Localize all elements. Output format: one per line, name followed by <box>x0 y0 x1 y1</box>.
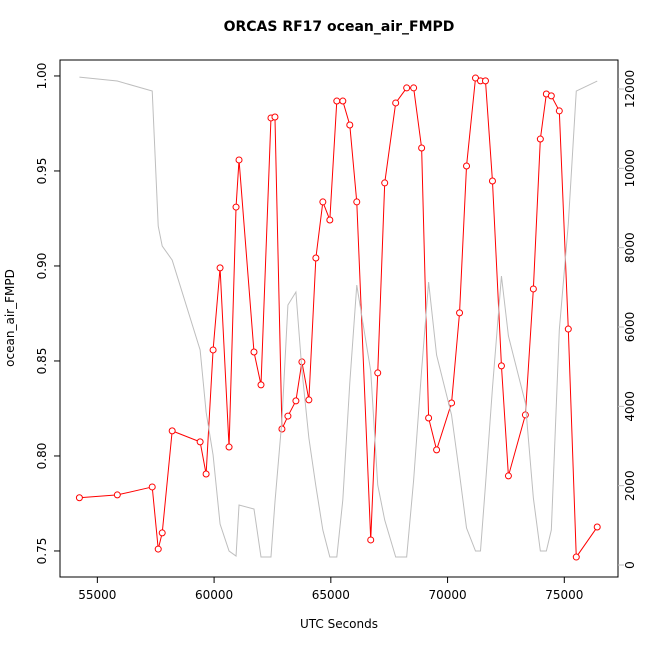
data-point <box>257 381 265 389</box>
chart-title: ORCAS RF17 ocean_air_FMPD <box>224 19 455 35</box>
data-point <box>225 443 233 451</box>
data-point <box>463 162 471 170</box>
data-point <box>521 411 529 419</box>
data-point <box>572 553 580 561</box>
data-point <box>158 529 166 537</box>
data-point <box>403 84 411 92</box>
data-point <box>374 369 382 377</box>
data-point <box>319 198 327 206</box>
data-point <box>425 414 433 422</box>
data-point <box>216 264 224 272</box>
data-point <box>333 97 341 105</box>
data-point <box>392 99 400 107</box>
data-point <box>113 491 121 499</box>
data-point <box>418 144 426 152</box>
data-point <box>488 177 496 185</box>
data-point <box>168 427 176 435</box>
data-point <box>497 362 505 370</box>
x-tick-label: 65000 <box>312 588 350 602</box>
data-point <box>305 396 313 404</box>
data-point <box>353 198 361 206</box>
data-point <box>75 494 83 502</box>
data-point <box>326 216 334 224</box>
data-point <box>235 156 243 164</box>
data-point <box>284 412 292 420</box>
data-point <box>593 523 601 531</box>
data-point <box>250 348 258 356</box>
data-point <box>312 254 320 262</box>
y-tick-label: 0.80 <box>35 443 49 470</box>
y2-tick-label: 10000 <box>623 149 637 187</box>
series-line <box>79 77 598 559</box>
y-tick-label: 0.75 <box>35 538 49 565</box>
data-point <box>481 77 489 85</box>
plot-frame <box>59 59 619 578</box>
data-point <box>536 135 544 143</box>
y2-tick-label: 8000 <box>623 232 637 263</box>
y2-tick-label: 0 <box>623 561 637 569</box>
x-tick-label: 75000 <box>545 588 583 602</box>
y2-tick-label: 6000 <box>623 312 637 343</box>
y2-tick-label: 12000 <box>623 70 637 108</box>
x-tick-label: 60000 <box>195 588 233 602</box>
y-tick-label: 0.90 <box>35 253 49 280</box>
x-tick-label: 70000 <box>428 588 466 602</box>
data-point <box>339 97 347 105</box>
data-point <box>367 536 375 544</box>
series-line <box>79 76 598 558</box>
y-tick-label: 0.95 <box>35 158 49 185</box>
data-point <box>154 545 162 553</box>
data-point <box>346 121 354 129</box>
data-point <box>271 113 279 121</box>
data-point <box>232 203 240 211</box>
x-tick-label: 55000 <box>78 588 116 602</box>
x-axis-label: UTC Seconds <box>300 617 378 631</box>
data-point <box>202 470 210 478</box>
data-point <box>410 84 418 92</box>
y-axis-label: ocean_air_FMPD <box>3 269 17 367</box>
y-tick-label: 0.85 <box>35 348 49 375</box>
data-point <box>555 107 563 115</box>
data-point <box>292 397 300 405</box>
data-point <box>433 446 441 454</box>
data-point <box>196 438 204 446</box>
y2-tick-label: 4000 <box>623 391 637 422</box>
data-point <box>456 309 464 317</box>
y-tick-label: 1.00 <box>35 63 49 90</box>
data-point <box>381 179 389 187</box>
y2-tick-label: 2000 <box>623 470 637 501</box>
data-point <box>278 425 286 433</box>
data-point <box>504 472 512 480</box>
data-point <box>564 325 572 333</box>
data-point <box>547 92 555 100</box>
data-point <box>209 346 217 354</box>
data-point <box>148 483 156 491</box>
data-point <box>529 285 537 293</box>
